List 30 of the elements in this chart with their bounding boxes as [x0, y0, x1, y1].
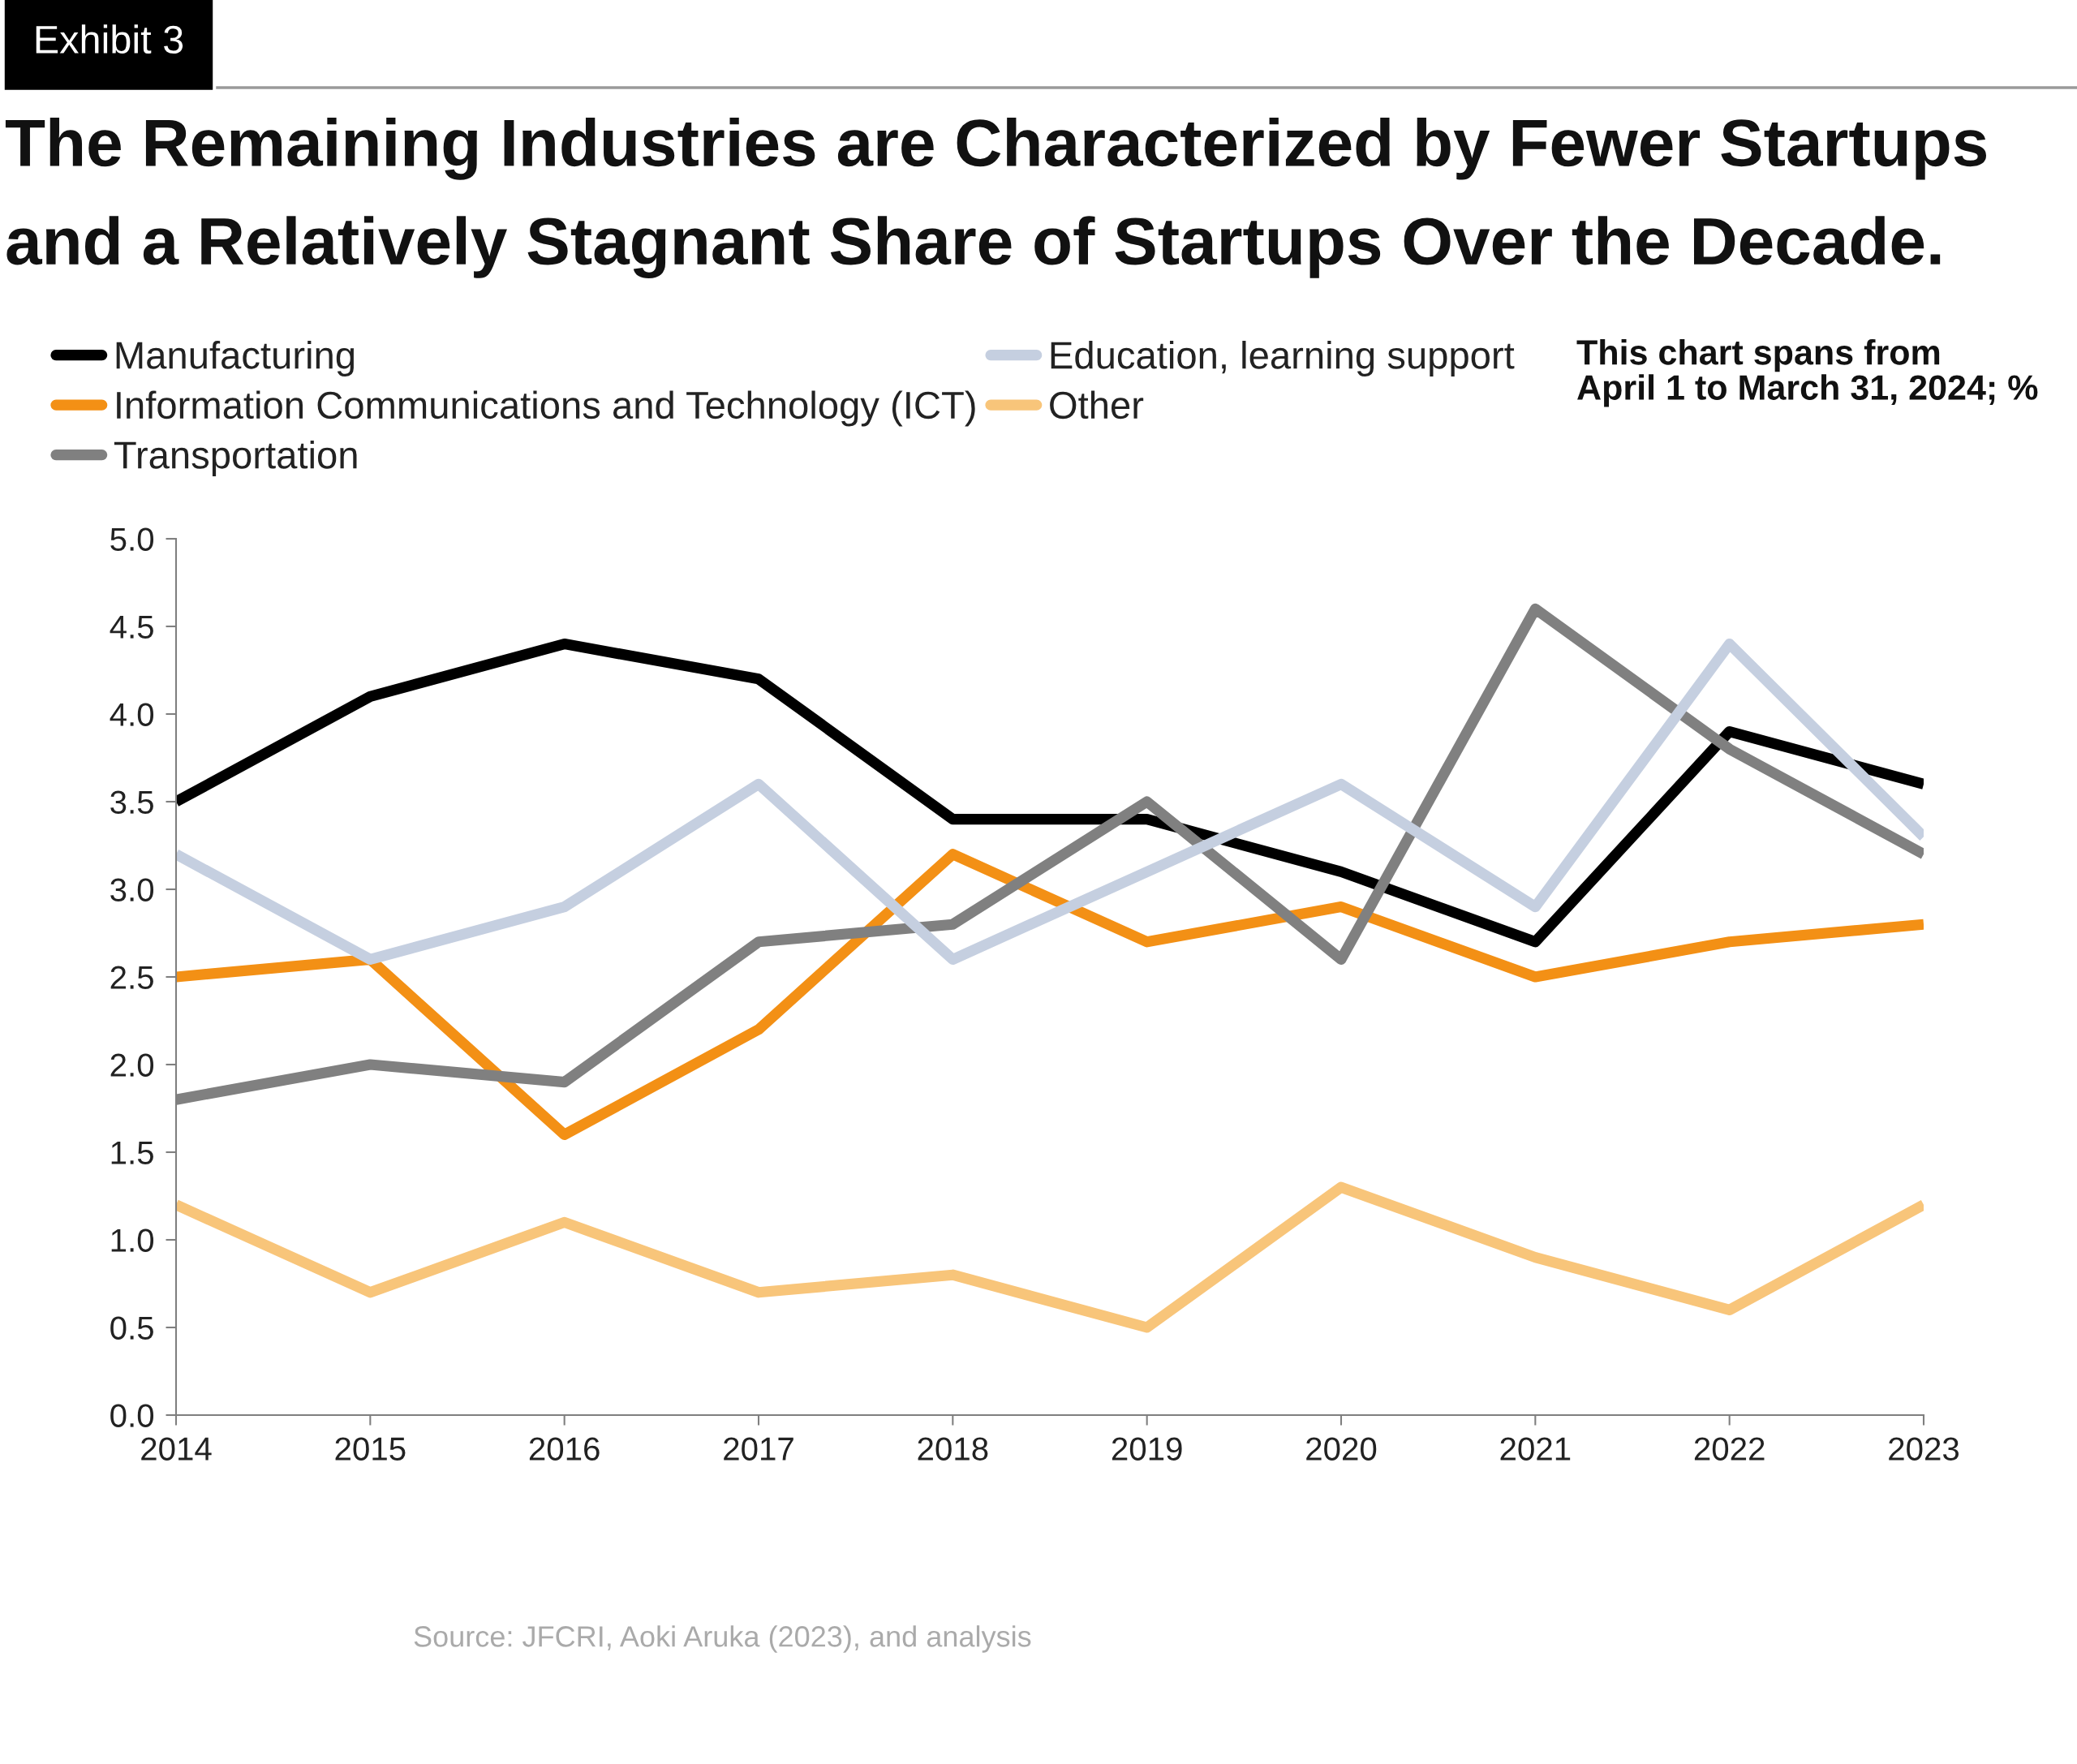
legend-label: Information Communications and Technology (ICT)	[117, 390, 975, 427]
y-tick-label: 0.0	[110, 1404, 154, 1427]
x-tick-label: 2020	[1306, 1437, 1377, 1461]
x-tick-label: 2019	[1112, 1437, 1182, 1461]
text: Exhibit 3	[36, 24, 183, 54]
source-note: Source: JFCRI, Aoki Aruka (2023), and analysis	[414, 1625, 1031, 1653]
y-tick-label: 1.5	[111, 1141, 153, 1164]
x-tick-label: 2022	[1694, 1437, 1765, 1461]
x-tick-label: 2021	[1500, 1437, 1571, 1461]
y-tick-label: 0.5	[110, 1316, 153, 1340]
x-tick-label: 2016	[529, 1437, 600, 1461]
chart-subtitle: This chart spans from April 1 to March 31, 2024; %	[1576, 339, 2038, 407]
y-tick-label: 4.5	[110, 615, 153, 639]
x-tick-label: 2023	[1889, 1437, 1959, 1461]
y-tick-label: 3.5	[110, 790, 153, 814]
legend-label: Education, learning support	[1051, 341, 1515, 377]
x-tick-label: 2015	[335, 1437, 406, 1461]
x-tick-label: 2017	[724, 1437, 793, 1461]
y-tick-label: 5.0	[110, 527, 154, 551]
y-tick-label: 3.0	[110, 878, 154, 901]
y-tick-label: 2.5	[110, 966, 153, 989]
y-tick-label: 4.0	[110, 703, 154, 726]
legend-label: Transportation	[114, 440, 357, 476]
x-tick-label: 2018	[918, 1437, 988, 1461]
x-tick-label: 2014	[141, 1437, 212, 1461]
chart-title: The Remaining Industries are Characterized by Fewer Startups and a Relatively Stagnant Share of Startups Over the Decade.	[5, 118, 1987, 279]
y-tick-label: 2.0	[110, 1053, 154, 1077]
legend-label: Manufacturing	[116, 341, 355, 377]
legend-label: Other	[1050, 390, 1144, 419]
y-tick-label: 1.0	[111, 1228, 154, 1252]
